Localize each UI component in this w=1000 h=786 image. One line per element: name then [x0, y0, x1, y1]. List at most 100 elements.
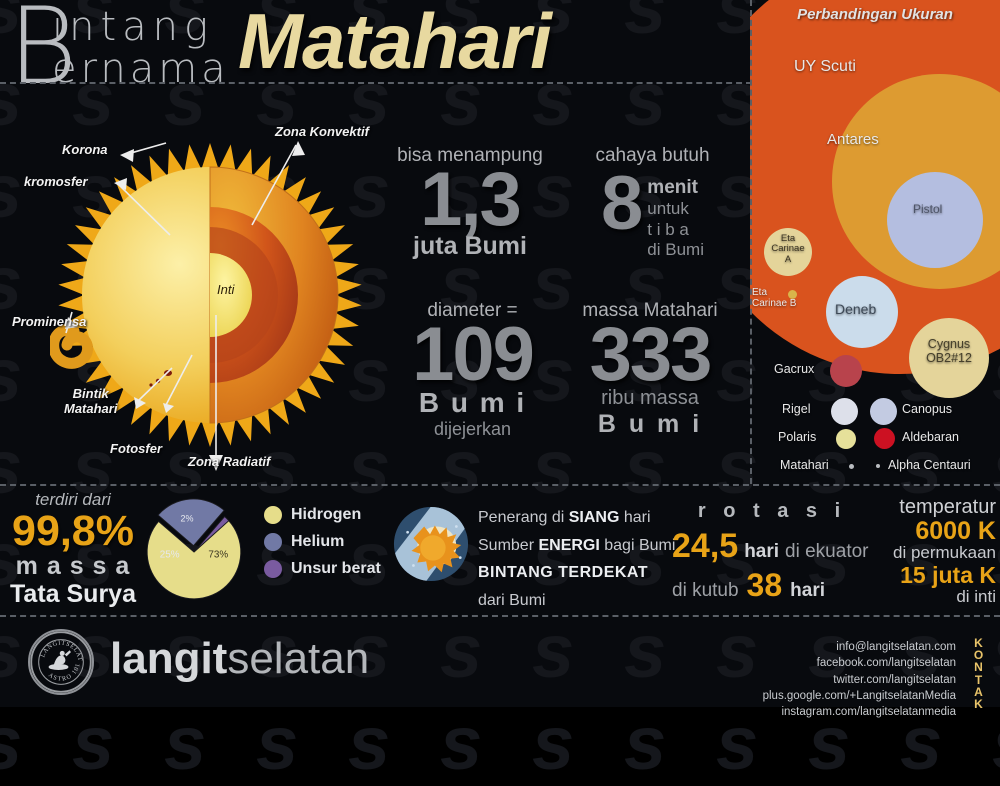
sun-diagram: Korona kromosfer Prominensa Bintik Matah…	[12, 115, 380, 475]
title-line-2: ernama	[52, 46, 230, 92]
star-matahari[interactable]	[849, 464, 854, 469]
star-deneb[interactable]	[826, 276, 898, 348]
temperatur-block: temperatur 6000 K di permukaan 15 juta K…	[872, 496, 996, 607]
composition-pie-chart[interactable]: 73% 25% 2%	[140, 498, 248, 606]
legend-swatch-icon	[264, 533, 282, 551]
divider-vertical-right	[750, 0, 752, 484]
pie-label-hidrogen: 73%	[208, 549, 228, 560]
stat-caption: diameter =	[427, 300, 518, 321]
composition-caption: terdiri dari	[35, 490, 111, 509]
panel-title: Perbandingan Ukuran	[797, 6, 953, 23]
stat-massa: massa Matahari 333 ribu massa B u m i	[560, 300, 740, 439]
day-night-icon	[393, 506, 469, 582]
divider-footer-top	[0, 615, 1000, 617]
composition-percent: 99,8%	[12, 507, 134, 555]
star-label-uy-scuti: UY Scuti	[794, 58, 856, 75]
star-canopus[interactable]	[870, 398, 897, 425]
star-label-alpha-centauri: Alpha Centauri	[888, 458, 971, 472]
star-label-eta-carinae-a: Eta Carinae A	[771, 233, 805, 265]
star-alpha-centauri[interactable]	[876, 464, 880, 468]
stat-unit: menit	[647, 177, 698, 198]
role-line-2: Sumber ENERGI bagi Bumi	[478, 536, 676, 554]
star-gacrux[interactable]	[830, 355, 862, 387]
legend-item-hidrogen: Hidrogen	[264, 506, 381, 524]
roles-block: Penerang di SIANG hari Sumber ENERGI bag…	[478, 504, 675, 614]
header: B intang ernama Matahari	[0, 0, 750, 100]
stat-cahaya: cahaya butuh 8 menit untuk t i b a di Bu…	[565, 145, 740, 261]
stat-caption: massa Matahari	[582, 300, 718, 321]
stat-value: 8	[601, 161, 643, 246]
diagram-leader-lines	[65, 141, 305, 471]
star-label-rigel: Rigel	[782, 402, 811, 416]
contact-googleplus[interactable]: plus.google.com/+LangitselatanMedia	[762, 689, 956, 702]
rotasi-pole-where: di kutub	[672, 580, 739, 601]
stat-side-3: di Bumi	[647, 240, 704, 260]
contact-twitter[interactable]: twitter.com/langitselatan	[833, 673, 956, 686]
rotasi-block: r o t a s i 24,5 hari di ekuator di kutu…	[672, 500, 872, 604]
star-label-eta-carinae-b: Eta Carinae B	[752, 287, 797, 309]
stat-value: 109	[412, 312, 535, 397]
stat-note: dijejerkan	[433, 419, 512, 440]
title-line-1: intang	[52, 4, 215, 50]
star-label-matahari: Matahari	[780, 458, 829, 472]
stat-side-1: untuk	[647, 199, 689, 218]
legend-item-unsur-berat: Unsur berat	[264, 560, 381, 578]
stat-unit: B u m i	[597, 410, 703, 439]
langitselatan-wordmark: langitselatan	[110, 637, 369, 681]
legend-swatch-icon	[264, 506, 282, 524]
star-eta-carinae-a[interactable]	[764, 228, 812, 276]
stat-value: 1,3	[420, 157, 522, 242]
rotasi-equator-where: di ekuator	[785, 541, 869, 562]
rotasi-equator-value: 24,5	[672, 527, 739, 565]
label-fotosfer: Fotosfer	[110, 441, 162, 456]
temperatur-title: temperatur	[899, 496, 996, 518]
bottom-stats-band: terdiri dari 99,8% m a s s a Tata Surya …	[0, 484, 1000, 615]
contact-email[interactable]: info@langitselatan.com	[836, 641, 956, 653]
star-label-canopus: Canopus	[902, 402, 953, 416]
rotasi-title: r o t a s i	[697, 500, 847, 522]
star-label-polaris: Polaris	[778, 430, 817, 444]
stat-value: 333	[589, 312, 713, 397]
footer: LANGITSELATAN ASTRO 101 langitselatan in…	[0, 617, 1000, 718]
star-eta-carinae-b[interactable]	[788, 290, 797, 299]
composition-legend: Hidrogen Helium Unsur berat	[264, 506, 381, 578]
star-polaris[interactable]	[836, 429, 856, 449]
composition-block: terdiri dari 99,8% m a s s a Tata Surya	[8, 490, 138, 607]
role-line-1: Penerang di SIANG hari	[478, 509, 651, 526]
stat-side-2: t i b a	[647, 219, 689, 239]
stat-unit: juta Bumi	[413, 232, 527, 261]
wordmark-bold: langit	[110, 634, 228, 683]
sun-cutaway-graphic	[50, 143, 362, 447]
star-cygnus-ob2-12[interactable]	[909, 318, 989, 398]
page-title: Matahari	[238, 0, 552, 85]
label-zona-konvektif: Zona Konvektif	[275, 124, 369, 139]
rotasi-equator-unit: hari	[744, 541, 780, 562]
stat-kapasitas: bisa menampung 1,3 juta Bumi	[390, 145, 550, 261]
contact-facebook[interactable]: facebook.com/langitselatan	[816, 657, 956, 670]
star-label-pistol: Pistol	[913, 202, 943, 216]
temperatur-core-where: di inti	[956, 587, 996, 607]
stat-unit: B u m i	[418, 387, 527, 419]
divider-header	[0, 82, 752, 84]
composition-massa: m a s s a	[15, 552, 131, 580]
temperatur-surface-where: di permukaan	[892, 543, 996, 563]
star-rigel[interactable]	[831, 398, 858, 425]
langitselatan-emblem-icon: LANGITSELATAN ASTRO 101	[28, 629, 94, 695]
stat-caption: cahaya butuh	[595, 145, 710, 166]
label-kromosfer: kromosfer	[24, 174, 88, 189]
star-pistol[interactable]	[887, 172, 983, 268]
star-label-gacrux: Gacrux	[774, 362, 815, 376]
star-aldebaran[interactable]	[874, 428, 895, 449]
legend-label: Unsur berat	[291, 560, 381, 577]
star-label-cygnus: Cygnus OB2#12	[926, 337, 972, 365]
label-prominensa: Prominensa	[12, 314, 87, 329]
pie-label-helium: 25%	[160, 549, 180, 560]
label-korona: Korona	[62, 142, 108, 157]
rotasi-pole-value: 38	[746, 567, 783, 603]
composition-tata-surya: Tata Surya	[10, 579, 136, 608]
stat-diameter: diameter = 109 B u m i dijejerkan	[385, 300, 560, 440]
star-label-antares: Antares	[827, 131, 879, 148]
star-label-aldebaran: Aldebaran	[902, 430, 959, 444]
label-inti: Inti	[217, 282, 235, 297]
